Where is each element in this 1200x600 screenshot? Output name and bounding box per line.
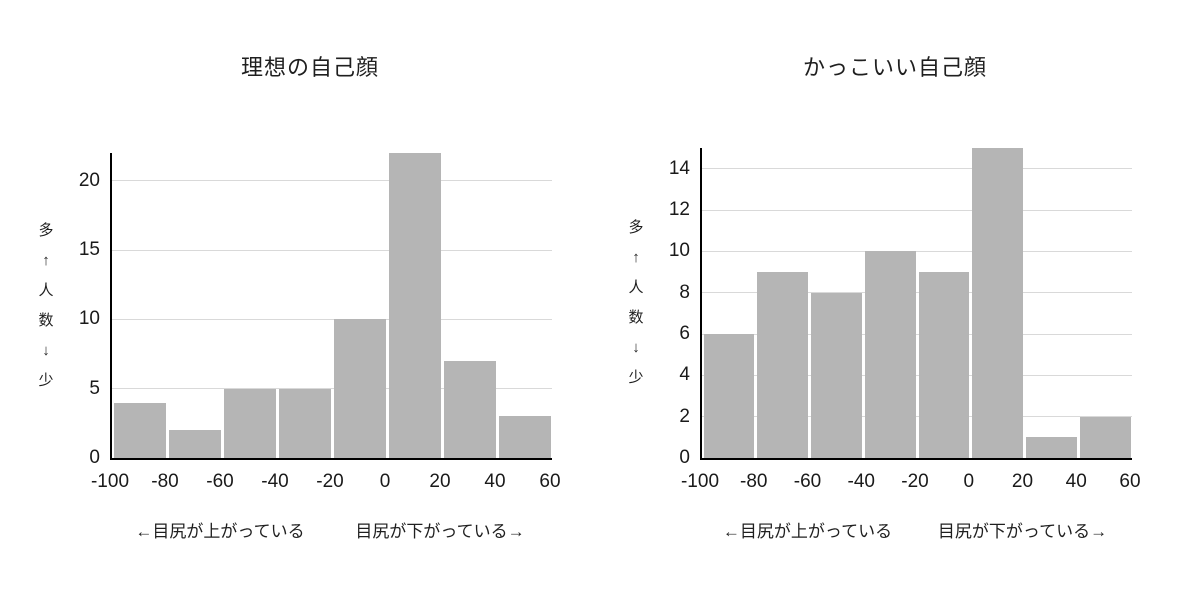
x-tick-label: 60 — [539, 471, 561, 492]
x-tick-label: -20 — [316, 471, 344, 492]
plot-area — [700, 148, 1132, 460]
x-axis-annotation: ←目尻が上がっている 目尻が下がっている→ — [110, 517, 550, 542]
histogram-bar — [972, 148, 1023, 458]
gridline — [702, 168, 1132, 170]
x-tick-label: -60 — [793, 471, 822, 492]
y-tick-label: 10 — [668, 240, 690, 262]
x-axis-annotation-right: 目尻が下がっている→ — [937, 522, 1108, 541]
chart-title: 理想の自己顔 — [240, 55, 379, 80]
x-axis-annotation-left: ←目尻が上がっている — [722, 522, 893, 541]
plot-area — [110, 153, 552, 460]
histogram-ideal-self-face: 理想の自己顔 多 ↑ 人 数 ↓ 少 0 5 10 15 20 -100 -80 -60 -4… — [38, 55, 561, 542]
x-axis-annotation-right: 目尻が下がっている→ — [355, 522, 525, 541]
gridline — [112, 388, 552, 390]
histogram-bar — [703, 334, 755, 458]
y-axis-label: 多 ↑ 人 数 ↓ 少 — [38, 221, 54, 389]
gridline — [112, 249, 552, 251]
y-tick-label: 10 — [78, 308, 100, 330]
gridline — [112, 318, 552, 320]
histogram-bar — [333, 319, 386, 458]
gridline — [702, 374, 1132, 376]
histogram-bar — [443, 360, 496, 458]
y-tick-label: 12 — [668, 199, 690, 220]
y-axis-label: 多 ↑ 人 数 ↓ 少 — [628, 219, 644, 386]
x-tick-label: 20 — [429, 471, 451, 492]
gridline — [702, 333, 1132, 335]
histogram-bar — [811, 292, 862, 458]
y-tick-label: 6 — [679, 323, 690, 344]
gridline — [702, 209, 1132, 211]
histogram-cool-self-face: かっこいい自己顔 多 ↑ 人 数 ↓ 少 0 2 4 6 8 10 12 14 -100 -80… — [590, 0, 1200, 600]
histogram-bar — [278, 388, 331, 458]
histogram-bar — [223, 388, 276, 458]
y-tick-label: 15 — [78, 239, 100, 261]
histogram-bar — [168, 430, 221, 458]
x-tick-label: -40 — [847, 471, 875, 492]
x-axis-annotation: ←目尻が上がっている 目尻が下がっている→ — [700, 517, 1130, 542]
x-tick-label: -80 — [151, 471, 179, 492]
y-tick-label: 20 — [78, 169, 100, 191]
histogram-bar — [113, 402, 166, 458]
x-tick-label: 0 — [379, 471, 391, 492]
histogram-bar — [918, 272, 970, 458]
gridline — [702, 250, 1132, 252]
histogram-bar — [757, 272, 808, 458]
histogram-bar — [388, 153, 441, 458]
x-tick-label: 0 — [963, 471, 975, 492]
chart-title: かっこいい自己顔 — [802, 55, 987, 80]
x-tick-label: -100 — [680, 471, 720, 492]
y-tick-label: 2 — [679, 405, 690, 427]
y-tick-label: 0 — [89, 447, 100, 468]
gridline — [702, 292, 1132, 294]
x-axis-annotation-left: ←目尻が上がっている — [135, 522, 305, 541]
histogram-bar — [1026, 437, 1077, 458]
histogram-bar — [1079, 416, 1131, 458]
x-tick-label: 20 — [1011, 471, 1034, 492]
y-tick-label: 4 — [679, 364, 690, 386]
gridline — [702, 416, 1132, 418]
gridline — [112, 180, 552, 182]
x-tick-label: 60 — [1119, 471, 1141, 492]
x-tick-label: -20 — [901, 471, 929, 492]
x-tick-label: -60 — [206, 471, 234, 492]
x-tick-label: 40 — [484, 471, 506, 492]
y-tick-label: 0 — [679, 447, 690, 468]
y-tick-label: 5 — [89, 377, 100, 399]
x-tick-label: -40 — [261, 471, 289, 492]
y-tick-label: 14 — [668, 157, 690, 179]
x-tick-label: 40 — [1065, 471, 1087, 492]
histogram-bar — [864, 251, 916, 458]
histogram-bar — [498, 416, 551, 458]
x-tick-label: -80 — [740, 471, 768, 492]
x-tick-label: -100 — [90, 471, 130, 492]
y-tick-label: 8 — [679, 281, 690, 303]
